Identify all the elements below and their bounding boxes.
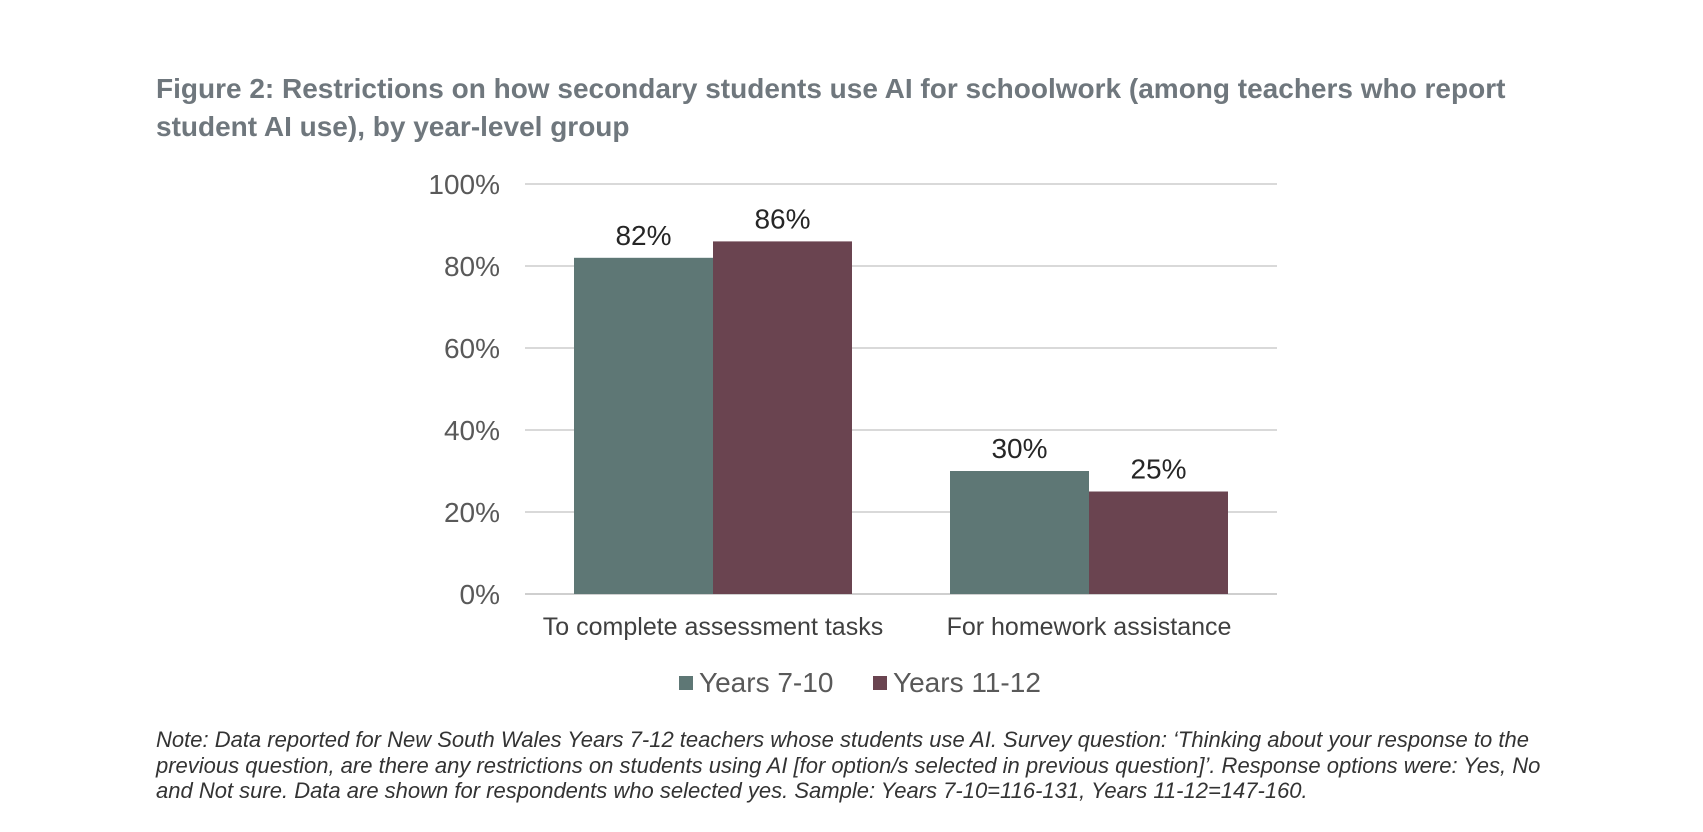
bar xyxy=(574,257,713,594)
y-axis-tick-labels: 0% 20% 40% 60% 80% 100% xyxy=(428,169,500,610)
legend-label: Years 7-10 xyxy=(699,667,833,698)
bar xyxy=(950,471,1089,594)
figure-title: Figure 2: Restrictions on how secondary … xyxy=(156,73,1506,142)
legend: Years 7-10 Years 11-12 xyxy=(679,667,1041,698)
data-label: 82% xyxy=(615,220,671,251)
y-tick-label: 80% xyxy=(444,251,500,282)
y-tick-label: 0% xyxy=(460,579,500,610)
data-label: 30% xyxy=(991,433,1047,464)
bar xyxy=(713,241,852,594)
bar xyxy=(1089,491,1228,594)
figure-note: Note: Data reported for New South Wales … xyxy=(156,727,1541,803)
y-tick-label: 20% xyxy=(444,497,500,528)
legend-label: Years 11-12 xyxy=(893,667,1041,698)
x-category-label: For homework assistance xyxy=(947,613,1232,641)
x-axis-category-labels: To complete assessment tasks For homework… xyxy=(543,613,1232,641)
bars xyxy=(574,241,1228,594)
bar-chart: 0% 20% 40% 60% 80% 100% 82% 86% 30% 25% To compl… xyxy=(428,169,1277,698)
data-label: 86% xyxy=(754,203,810,234)
data-label: 25% xyxy=(1130,454,1186,485)
data-labels: 82% 86% 30% 25% xyxy=(615,203,1186,484)
x-category-label: To complete assessment tasks xyxy=(543,613,883,641)
y-tick-label: 60% xyxy=(444,333,500,364)
y-tick-label: 40% xyxy=(444,415,500,446)
legend-swatch xyxy=(873,676,887,690)
y-tick-label: 100% xyxy=(428,169,500,200)
legend-swatch xyxy=(679,676,693,690)
